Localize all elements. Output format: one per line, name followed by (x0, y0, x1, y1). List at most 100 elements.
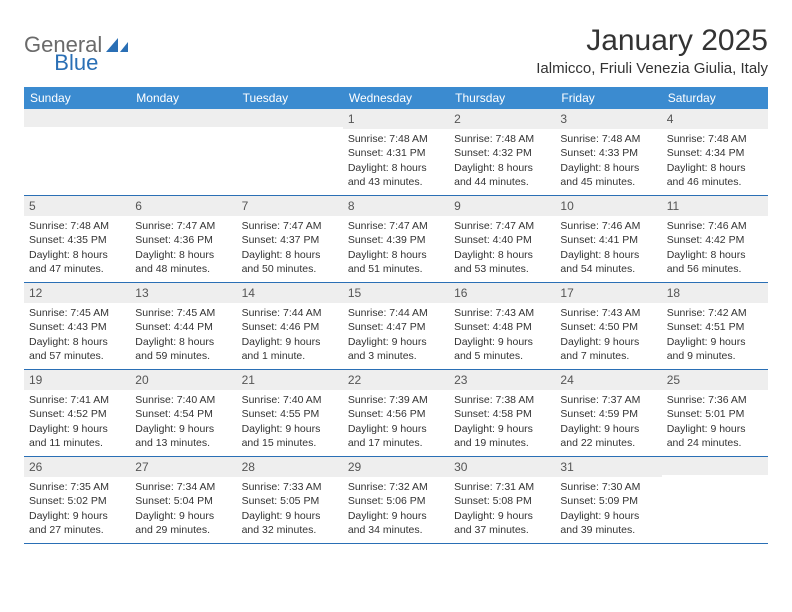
daylight-line: and 17 minutes. (348, 436, 444, 450)
day-cell: 29Sunrise: 7:32 AMSunset: 5:06 PMDayligh… (343, 457, 449, 543)
daylight-line: and 53 minutes. (454, 262, 550, 276)
daylight-line: Daylight: 8 hours (135, 335, 231, 349)
day-cell: 14Sunrise: 7:44 AMSunset: 4:46 PMDayligh… (237, 283, 343, 369)
daylight-line: Daylight: 9 hours (560, 422, 656, 436)
day-number: 8 (343, 196, 449, 216)
day-number (237, 109, 343, 127)
daylight-line: and 54 minutes. (560, 262, 656, 276)
daylight-line: and 59 minutes. (135, 349, 231, 363)
daylight-line: and 29 minutes. (135, 523, 231, 537)
daylight-line: Daylight: 9 hours (454, 509, 550, 523)
sunrise-line: Sunrise: 7:48 AM (29, 219, 125, 233)
daylight-line: and 56 minutes. (667, 262, 763, 276)
day-cell: 4Sunrise: 7:48 AMSunset: 4:34 PMDaylight… (662, 109, 768, 195)
day-number: 2 (449, 109, 555, 129)
day-number: 13 (130, 283, 236, 303)
day-cell: 9Sunrise: 7:47 AMSunset: 4:40 PMDaylight… (449, 196, 555, 282)
logo-sail-icon (104, 36, 130, 54)
sunset-line: Sunset: 4:37 PM (242, 233, 338, 247)
day-number: 17 (555, 283, 661, 303)
daylight-line: and 22 minutes. (560, 436, 656, 450)
sunrise-line: Sunrise: 7:38 AM (454, 393, 550, 407)
sunset-line: Sunset: 5:04 PM (135, 494, 231, 508)
sunset-line: Sunset: 4:35 PM (29, 233, 125, 247)
daylight-line: and 57 minutes. (29, 349, 125, 363)
daylight-line: and 19 minutes. (454, 436, 550, 450)
daylight-line: and 11 minutes. (29, 436, 125, 450)
sunrise-line: Sunrise: 7:40 AM (135, 393, 231, 407)
day-cell: 6Sunrise: 7:47 AMSunset: 4:36 PMDaylight… (130, 196, 236, 282)
daylight-line: Daylight: 8 hours (242, 248, 338, 262)
day-cell: 13Sunrise: 7:45 AMSunset: 4:44 PMDayligh… (130, 283, 236, 369)
day-number: 6 (130, 196, 236, 216)
day-cell: 8Sunrise: 7:47 AMSunset: 4:39 PMDaylight… (343, 196, 449, 282)
month-title: January 2025 (536, 24, 768, 58)
day-cell: 21Sunrise: 7:40 AMSunset: 4:55 PMDayligh… (237, 370, 343, 456)
sunrise-line: Sunrise: 7:44 AM (348, 306, 444, 320)
daylight-line: Daylight: 9 hours (29, 509, 125, 523)
sunset-line: Sunset: 4:47 PM (348, 320, 444, 334)
sunset-line: Sunset: 5:02 PM (29, 494, 125, 508)
day-number: 31 (555, 457, 661, 477)
day-number (24, 109, 130, 127)
sunrise-line: Sunrise: 7:48 AM (667, 132, 763, 146)
day-cell: 18Sunrise: 7:42 AMSunset: 4:51 PMDayligh… (662, 283, 768, 369)
week-row: 26Sunrise: 7:35 AMSunset: 5:02 PMDayligh… (24, 457, 768, 544)
day-number: 25 (662, 370, 768, 390)
daylight-line: and 39 minutes. (560, 523, 656, 537)
daylight-line: and 15 minutes. (242, 436, 338, 450)
daylight-line: and 47 minutes. (29, 262, 125, 276)
sunset-line: Sunset: 4:32 PM (454, 146, 550, 160)
sunset-line: Sunset: 5:09 PM (560, 494, 656, 508)
day-cell: 12Sunrise: 7:45 AMSunset: 4:43 PMDayligh… (24, 283, 130, 369)
day-number: 4 (662, 109, 768, 129)
week-row: 19Sunrise: 7:41 AMSunset: 4:52 PMDayligh… (24, 370, 768, 457)
sunset-line: Sunset: 5:01 PM (667, 407, 763, 421)
day-number: 10 (555, 196, 661, 216)
week-row: 12Sunrise: 7:45 AMSunset: 4:43 PMDayligh… (24, 283, 768, 370)
sunrise-line: Sunrise: 7:31 AM (454, 480, 550, 494)
day-header: Friday (555, 87, 661, 109)
daylight-line: and 50 minutes. (242, 262, 338, 276)
daylight-line: Daylight: 9 hours (242, 509, 338, 523)
day-header: Tuesday (237, 87, 343, 109)
day-header: Monday (130, 87, 236, 109)
day-number: 18 (662, 283, 768, 303)
sunset-line: Sunset: 4:46 PM (242, 320, 338, 334)
location: Ialmicco, Friuli Venezia Giulia, Italy (536, 60, 768, 77)
day-cell: 5Sunrise: 7:48 AMSunset: 4:35 PMDaylight… (24, 196, 130, 282)
sunrise-line: Sunrise: 7:47 AM (454, 219, 550, 233)
sunset-line: Sunset: 4:43 PM (29, 320, 125, 334)
daylight-line: Daylight: 9 hours (348, 335, 444, 349)
calendar-grid: SundayMondayTuesdayWednesdayThursdayFrid… (24, 87, 768, 544)
daylight-line: and 43 minutes. (348, 175, 444, 189)
day-header: Wednesday (343, 87, 449, 109)
sunset-line: Sunset: 4:42 PM (667, 233, 763, 247)
day-cell: 17Sunrise: 7:43 AMSunset: 4:50 PMDayligh… (555, 283, 661, 369)
title-block: January 2025 Ialmicco, Friuli Venezia Gi… (536, 24, 768, 77)
sunset-line: Sunset: 4:31 PM (348, 146, 444, 160)
sunrise-line: Sunrise: 7:35 AM (29, 480, 125, 494)
sunset-line: Sunset: 5:05 PM (242, 494, 338, 508)
daylight-line: Daylight: 8 hours (348, 248, 444, 262)
sunrise-line: Sunrise: 7:47 AM (135, 219, 231, 233)
day-number: 11 (662, 196, 768, 216)
day-cell: 1Sunrise: 7:48 AMSunset: 4:31 PMDaylight… (343, 109, 449, 195)
day-cell: 15Sunrise: 7:44 AMSunset: 4:47 PMDayligh… (343, 283, 449, 369)
daylight-line: Daylight: 9 hours (560, 509, 656, 523)
day-cell (662, 457, 768, 543)
daylight-line: Daylight: 9 hours (348, 509, 444, 523)
sunrise-line: Sunrise: 7:48 AM (454, 132, 550, 146)
sunset-line: Sunset: 4:40 PM (454, 233, 550, 247)
sunset-line: Sunset: 4:50 PM (560, 320, 656, 334)
sunrise-line: Sunrise: 7:39 AM (348, 393, 444, 407)
day-cell: 7Sunrise: 7:47 AMSunset: 4:37 PMDaylight… (237, 196, 343, 282)
daylight-line: Daylight: 8 hours (454, 248, 550, 262)
day-number: 12 (24, 283, 130, 303)
daylight-line: and 1 minute. (242, 349, 338, 363)
daylight-line: Daylight: 9 hours (454, 422, 550, 436)
daylight-line: Daylight: 8 hours (29, 248, 125, 262)
day-cell (237, 109, 343, 195)
sunset-line: Sunset: 4:48 PM (454, 320, 550, 334)
daylight-line: Daylight: 8 hours (135, 248, 231, 262)
